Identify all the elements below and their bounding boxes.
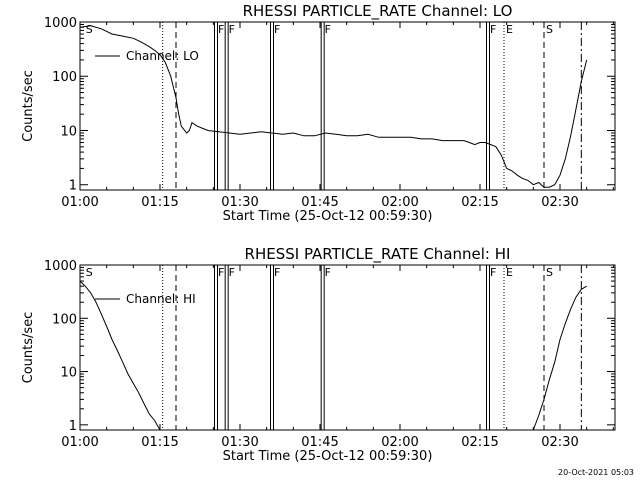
y-axis-label: Counts/sec: [21, 70, 36, 142]
x-tick-label: 02:00: [381, 195, 418, 210]
x-tick-label: 01:15: [141, 435, 178, 450]
plot-frame: [79, 21, 616, 191]
y-tick-label: 1000: [44, 259, 77, 274]
x-tick-label: 01:30: [221, 435, 258, 450]
x-tick-label: 02:30: [541, 195, 578, 210]
x-tick-label: 01:15: [141, 195, 178, 210]
marker-label: F: [274, 23, 280, 36]
y-axis-label: Counts/sec: [21, 312, 36, 384]
y-tick-label: 1000: [44, 16, 77, 31]
marker-label: E: [506, 266, 513, 279]
chart-title: RHESSI PARTICLE_RATE Channel: HI: [245, 245, 511, 264]
marker-label: S: [86, 266, 93, 279]
x-tick-label: 01:00: [61, 195, 98, 210]
marker-label: F: [274, 266, 280, 279]
series-line: [80, 25, 588, 188]
marker-label: F: [229, 266, 235, 279]
x-tick-label: 02:15: [461, 195, 498, 210]
marker-label: F: [490, 266, 496, 279]
marker-label: F: [218, 23, 224, 36]
y-tick-label: 100: [52, 312, 77, 327]
legend-label: Channel: HI: [126, 292, 196, 306]
y-tick-label: 1: [69, 419, 77, 434]
x-tick-label: 01:00: [61, 435, 98, 450]
panel-lo: RHESSI PARTICLE_RATE Channel: LO 01:00 01:…: [21, 2, 616, 224]
legend-label: Channel: LO: [126, 49, 199, 63]
y-tick-label: 10: [60, 124, 77, 139]
x-axis-label: Start Time (25-Oct-12 00:59:30): [223, 209, 433, 224]
marker-label: S: [86, 23, 93, 36]
chart-title: RHESSI PARTICLE_RATE Channel: LO: [243, 2, 513, 21]
x-axis-label: Start Time (25-Oct-12 00:59:30): [223, 449, 433, 464]
x-tick-label: 01:30: [221, 195, 258, 210]
x-tick-label: 02:00: [381, 435, 418, 450]
x-tick-label: 02:15: [461, 435, 498, 450]
panel-hi: RHESSI PARTICLE_RATE Channel: HI 01:00 01:…: [21, 245, 616, 464]
marker-label: S: [546, 23, 553, 36]
footer-timestamp: 20-Oct-2021 05:03: [558, 468, 634, 477]
y-tick-label: 100: [52, 70, 77, 85]
marker-label: E: [506, 23, 513, 36]
x-tick-label: 01:45: [301, 435, 338, 450]
marker-label: S: [546, 266, 553, 279]
marker-label: F: [325, 266, 331, 279]
marker-label: F: [490, 23, 496, 36]
x-tick-label: 01:45: [301, 195, 338, 210]
x-tick-label: 02:30: [541, 435, 578, 450]
marker-label: F: [229, 23, 235, 36]
series-line: [80, 280, 587, 430]
plot-frame: [79, 264, 616, 431]
marker-label: F: [325, 23, 331, 36]
marker-label: F: [218, 266, 224, 279]
y-tick-label: 10: [60, 366, 77, 381]
y-tick-label: 1: [69, 179, 77, 194]
